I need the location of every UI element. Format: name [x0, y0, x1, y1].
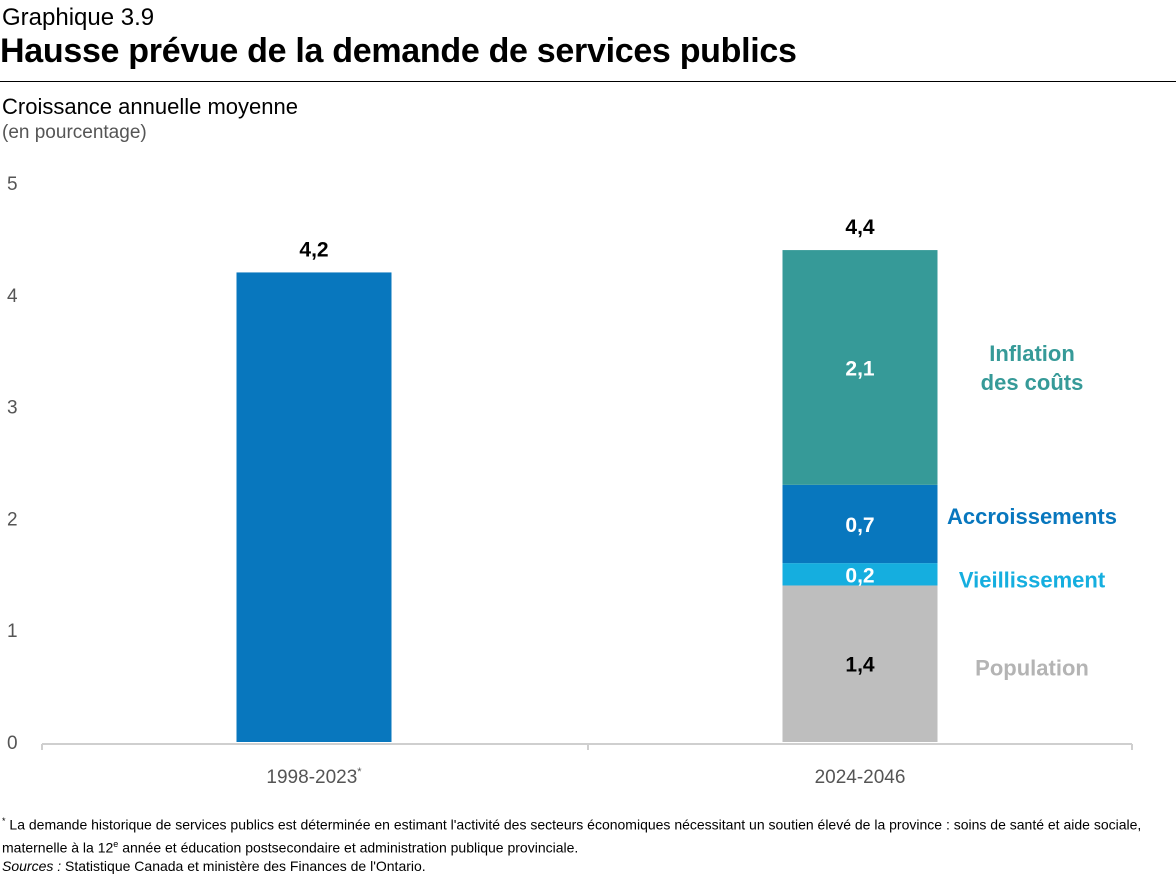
segment-value-label: 0,7 — [845, 514, 874, 537]
series-annotation: Vieillissement — [959, 567, 1106, 592]
segment-value-label: 2,1 — [845, 357, 875, 380]
bar-segment-vieillissement — [782, 563, 938, 586]
footnote-superscript: e — [113, 838, 119, 849]
sources-label: Sources : — [2, 858, 62, 875]
chart-subtitle: Croissance annuelle moyenne — [2, 94, 298, 119]
bar-total-label: 4,2 — [299, 238, 328, 261]
footnote-text: * La demande historique de services publ… — [2, 812, 1172, 857]
y-tick-label: 2 — [7, 509, 18, 530]
bar-total-label: 4,4 — [845, 216, 875, 239]
y-tick-label: 1 — [7, 621, 18, 642]
chart-kicker: Graphique 3.9 — [2, 4, 155, 31]
stacked-bar-chart: 0 1 2 3 4 5 4,2 1998-2023* 1,4 0,2 0,7 2,1 4,4 2024-2… — [7, 174, 1133, 788]
x-category-footnote-mark: * — [357, 766, 362, 778]
x-category-text: 1998-2023 — [266, 767, 357, 788]
y-tick-label: 4 — [7, 286, 18, 307]
x-category-text: 2024-2046 — [815, 767, 906, 788]
series-annotation-line: Vieillissement — [959, 567, 1106, 592]
footnote-mark: * — [2, 816, 6, 826]
bar-segment-historique — [236, 272, 392, 742]
footnote-body: La demande historique de services public… — [2, 816, 1142, 856]
x-category-label: 1998-2023* — [266, 766, 362, 788]
bar-segment-accroissements — [782, 484, 938, 564]
bar-segment-population — [782, 585, 938, 742]
y-tick-label: 0 — [7, 733, 18, 754]
series-annotation: Accroissements — [947, 504, 1117, 529]
y-tick-label: 3 — [7, 398, 18, 419]
segment-value-label: 1,4 — [845, 654, 875, 677]
chart-title: Hausse prévue de la demande de services … — [0, 32, 797, 70]
series-annotation: Population — [975, 656, 1089, 681]
bar-segment-inflation-des-co-ts — [782, 250, 938, 485]
y-tick-label: 5 — [7, 174, 18, 195]
series-annotation-line: Inflation — [989, 341, 1075, 366]
series-annotation-line: Accroissements — [947, 504, 1117, 529]
sources-text: Statistique Canada et ministère des Fina… — [61, 858, 426, 875]
footnote-body-end: année et éducation postsecondaire et adm… — [118, 839, 579, 856]
series-annotation: Inflation des coûts — [981, 341, 1084, 395]
chart-unit: (en pourcentage) — [2, 122, 147, 143]
series-annotation-line: des coûts — [981, 370, 1084, 395]
title-divider — [0, 81, 1176, 82]
segment-value-label: 0,2 — [845, 564, 874, 587]
footnote: * La demande historique de services publ… — [2, 812, 1172, 876]
x-category-label: 2024-2046 — [815, 767, 906, 788]
sources-line: Sources : Statistique Canada et ministèr… — [2, 857, 1172, 876]
series-annotation-line: Population — [975, 656, 1089, 681]
